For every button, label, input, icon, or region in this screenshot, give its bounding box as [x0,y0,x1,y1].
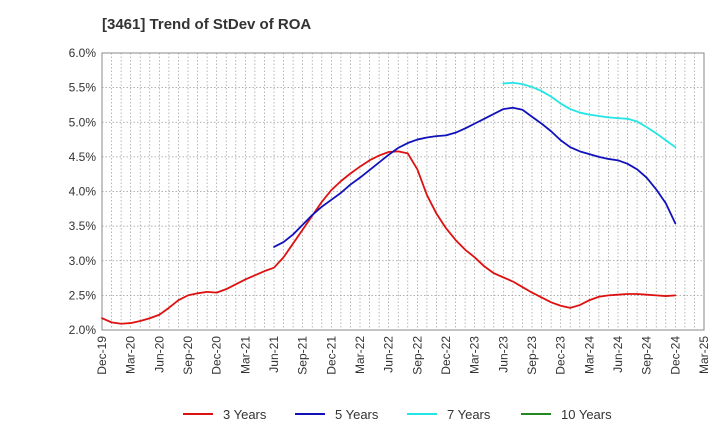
x-tick-label: Jun-24 [611,336,625,373]
series-line-7-years [502,81,677,149]
legend-label-3-years: 3 Years [223,407,267,422]
y-tick-label: 5.0% [69,115,97,129]
x-tick-label: Jun-22 [382,336,396,373]
series-line-3-years [101,150,677,325]
x-tick-label: Dec-21 [324,336,338,375]
x-tick-label: Mar-25 [697,336,711,374]
x-tick-label: Mar-21 [238,336,252,374]
x-tick-label: Mar-20 [124,336,138,374]
x-tick-label: Sep-23 [525,336,539,375]
legend: 3 Years 5 Years 7 Years 10 Years [183,407,612,422]
x-tick-label: Mar-22 [353,336,367,374]
y-tick-label: 4.0% [69,185,97,199]
y-tick-label: 3.5% [69,219,97,233]
y-tick-label: 5.5% [69,81,97,95]
x-tick-label: Sep-21 [296,336,310,375]
x-tick-label: Jun-23 [496,336,510,373]
x-tick-label: Sep-20 [181,336,195,375]
x-tick-label: Sep-22 [410,336,424,375]
legend-label-10-years: 10 Years [561,407,612,422]
legend-label-5-years: 5 Years [335,407,379,422]
x-tick-label: Jun-21 [267,336,281,373]
y-tick-label: 4.5% [69,150,97,164]
x-tick-label: Mar-24 [582,336,596,374]
x-tick-label: Dec-24 [668,336,682,375]
x-tick-label: Dec-22 [439,336,453,375]
x-tick-label: Sep-24 [640,336,654,375]
x-tick-label: Dec-19 [95,336,109,375]
x-tick-label: Dec-23 [554,336,568,375]
legend-label-7-years: 7 Years [447,407,491,422]
x-tick-label: Dec-20 [210,336,224,375]
series-line-5-years [273,106,677,248]
plot-frame [101,52,705,331]
y-tick-label: 6.0% [69,46,97,60]
y-tick-label: 2.0% [69,323,97,337]
x-tick-label: Jun-20 [152,336,166,373]
x-tick-label: Mar-23 [468,336,482,374]
y-tick-label: 3.0% [69,254,97,268]
chart-title: [3461] Trend of StDev of ROA [102,16,311,33]
plot-area: 2.0% 2.5% 3.0% 3.5% 4.0% 4.5% 5.0% 5.5% 6.0% Dec-… [69,46,711,375]
y-tick-label: 2.5% [69,288,97,302]
